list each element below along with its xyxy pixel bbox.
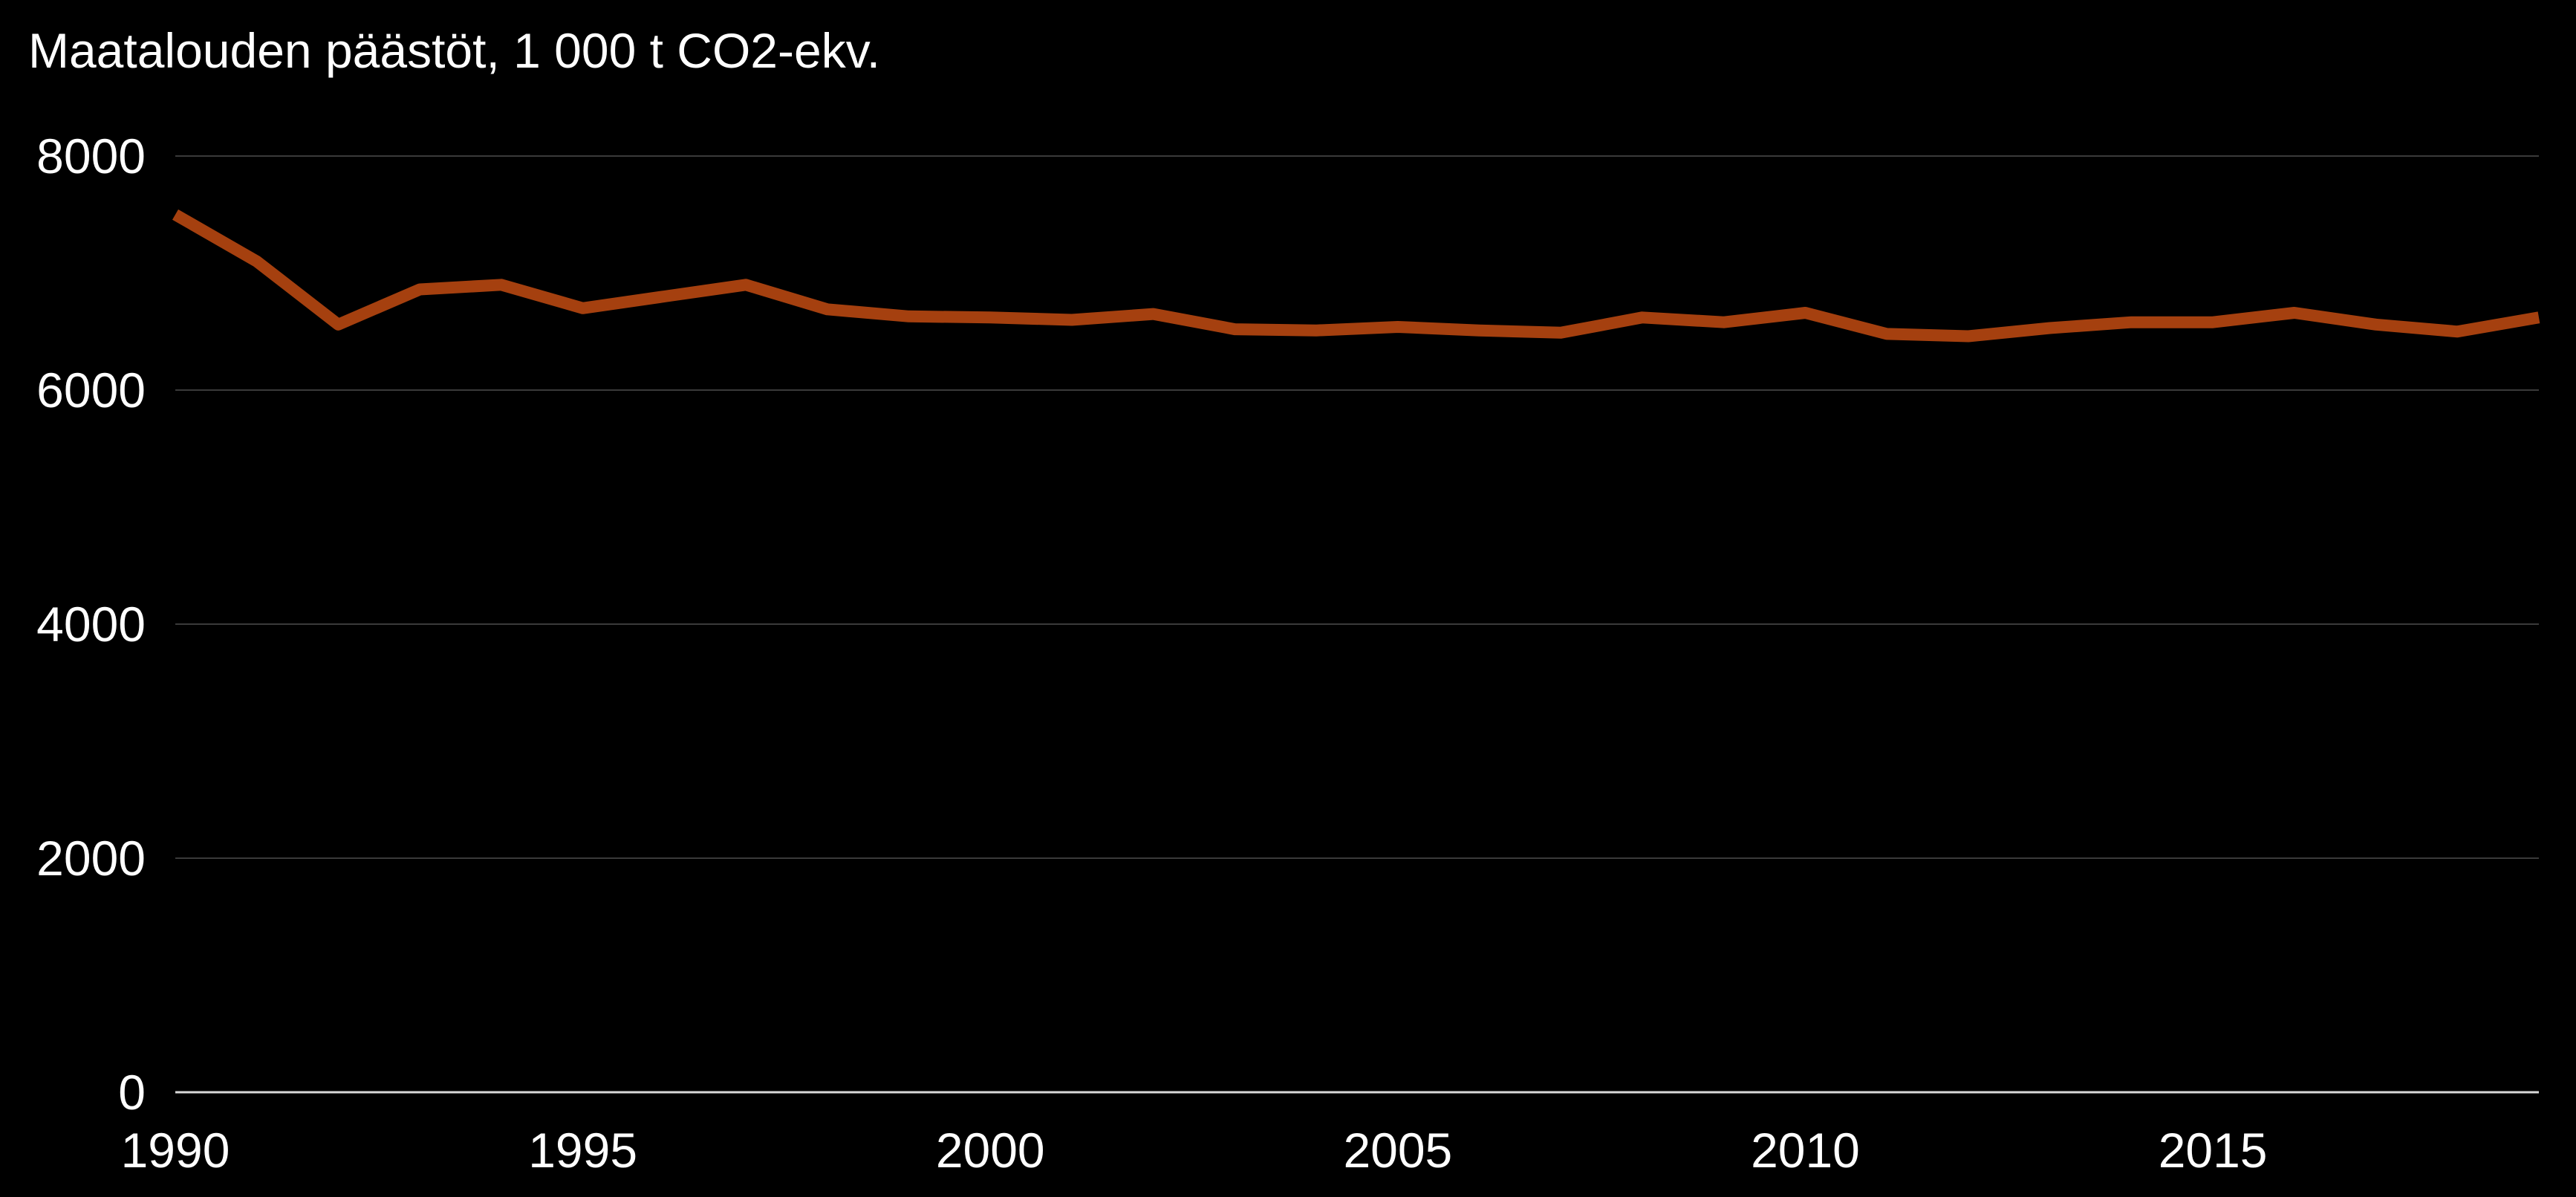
x-tick-label: 2015 [2159,1123,2268,1178]
gridlines [175,155,2539,859]
y-tick-label: 6000 [36,363,146,418]
y-tick-label: 0 [118,1065,146,1120]
x-tick-label: 1995 [528,1123,637,1178]
x-axis-tick-labels: 1990 1995 2000 2005 2010 2015 [121,1123,2268,1178]
x-tick-label: 2005 [1343,1123,1452,1178]
series-line [172,209,2540,343]
series-layer [172,209,2540,343]
x-tick-label: 2010 [1751,1123,1860,1178]
chart-title: Maatalouden päästöt, 1 000 t CO2-ekv. [28,23,881,78]
x-tick-label: 1990 [121,1123,230,1178]
y-tick-label: 8000 [36,129,146,184]
x-tick-label: 2000 [936,1123,1045,1178]
y-axis-tick-labels: 0 2000 4000 6000 8000 [36,129,146,1120]
y-tick-label: 2000 [36,831,146,886]
y-tick-label: 4000 [36,597,146,652]
